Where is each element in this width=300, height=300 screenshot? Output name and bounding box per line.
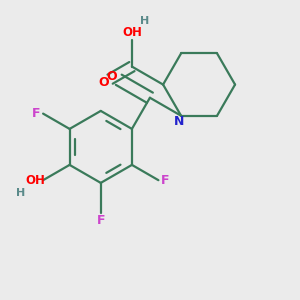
Text: OH: OH [25, 174, 45, 187]
Text: N: N [174, 115, 184, 128]
Text: O: O [106, 70, 117, 83]
Text: H: H [16, 188, 25, 198]
Text: F: F [161, 174, 170, 187]
Text: F: F [97, 214, 105, 227]
Text: F: F [32, 107, 40, 120]
Text: OH: OH [122, 26, 142, 39]
Text: O: O [98, 76, 109, 89]
Text: H: H [140, 16, 150, 26]
